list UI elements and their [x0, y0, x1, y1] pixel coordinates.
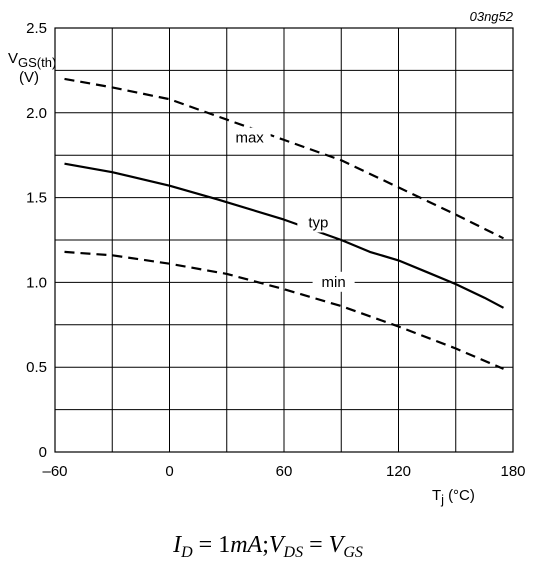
caption-vgs-main: V [329, 532, 346, 558]
series-label-bg [297, 212, 340, 233]
series-label-bg [228, 127, 271, 148]
caption-id-unit: mA [230, 532, 262, 558]
series-label-bg [312, 271, 355, 292]
x-axis-title-unit: (°C) [448, 487, 475, 504]
plot-frame [54, 27, 514, 453]
figure-code: 03ng52 [470, 9, 514, 24]
series-line-typ [64, 162, 505, 309]
y-tick-label: 0.5 [26, 359, 47, 376]
y-axis-title-main: V [8, 50, 18, 67]
y-tick-label: 0 [39, 444, 47, 461]
series-label-typ: typ [308, 214, 328, 231]
x-axis-title-main: T [432, 487, 441, 504]
y-tick-label: 2.0 [26, 105, 47, 122]
series-line-min [64, 250, 504, 370]
caption-vds-main: V [269, 532, 286, 558]
grid [54, 27, 514, 453]
x-tick-label: 0 [165, 463, 173, 480]
caption-vds-sub: DS [283, 544, 304, 561]
y-axis-title: VGS(th) [8, 50, 56, 70]
series-label-min: min [322, 274, 346, 291]
x-axis-title: Tj (°C) [432, 487, 475, 507]
caption-id-sub: D [180, 544, 193, 561]
x-tick-label: –60 [42, 463, 67, 480]
y-tick-label: 2.5 [26, 20, 47, 37]
series-layer: max typ min [64, 77, 505, 370]
x-tick-label: 120 [386, 463, 411, 480]
x-axis-title-sub: j [440, 492, 444, 507]
y-tick-label: 1.5 [26, 190, 47, 207]
tick-labels: –60 0 60 120 180 0 0.5 1.0 1.5 2.0 2.5 [26, 20, 525, 480]
series-line-max [64, 77, 504, 240]
series-label-max: max [235, 130, 264, 147]
caption-separator: ; [262, 532, 269, 558]
x-tick-label: 180 [500, 463, 525, 480]
caption-id-main: I [172, 532, 182, 558]
test-condition-caption: ID = 1mA;VDS = VGS [172, 532, 363, 561]
y-tick-label: 1.0 [26, 274, 47, 291]
y-axis-title-sub: GS(th) [18, 55, 56, 70]
x-tick-label: 60 [276, 463, 293, 480]
caption-id-rhs: = 1 [193, 532, 231, 558]
caption-equals: = [303, 532, 329, 558]
caption-vgs-sub: GS [343, 544, 363, 561]
y-axis-unit: (V) [19, 69, 39, 86]
